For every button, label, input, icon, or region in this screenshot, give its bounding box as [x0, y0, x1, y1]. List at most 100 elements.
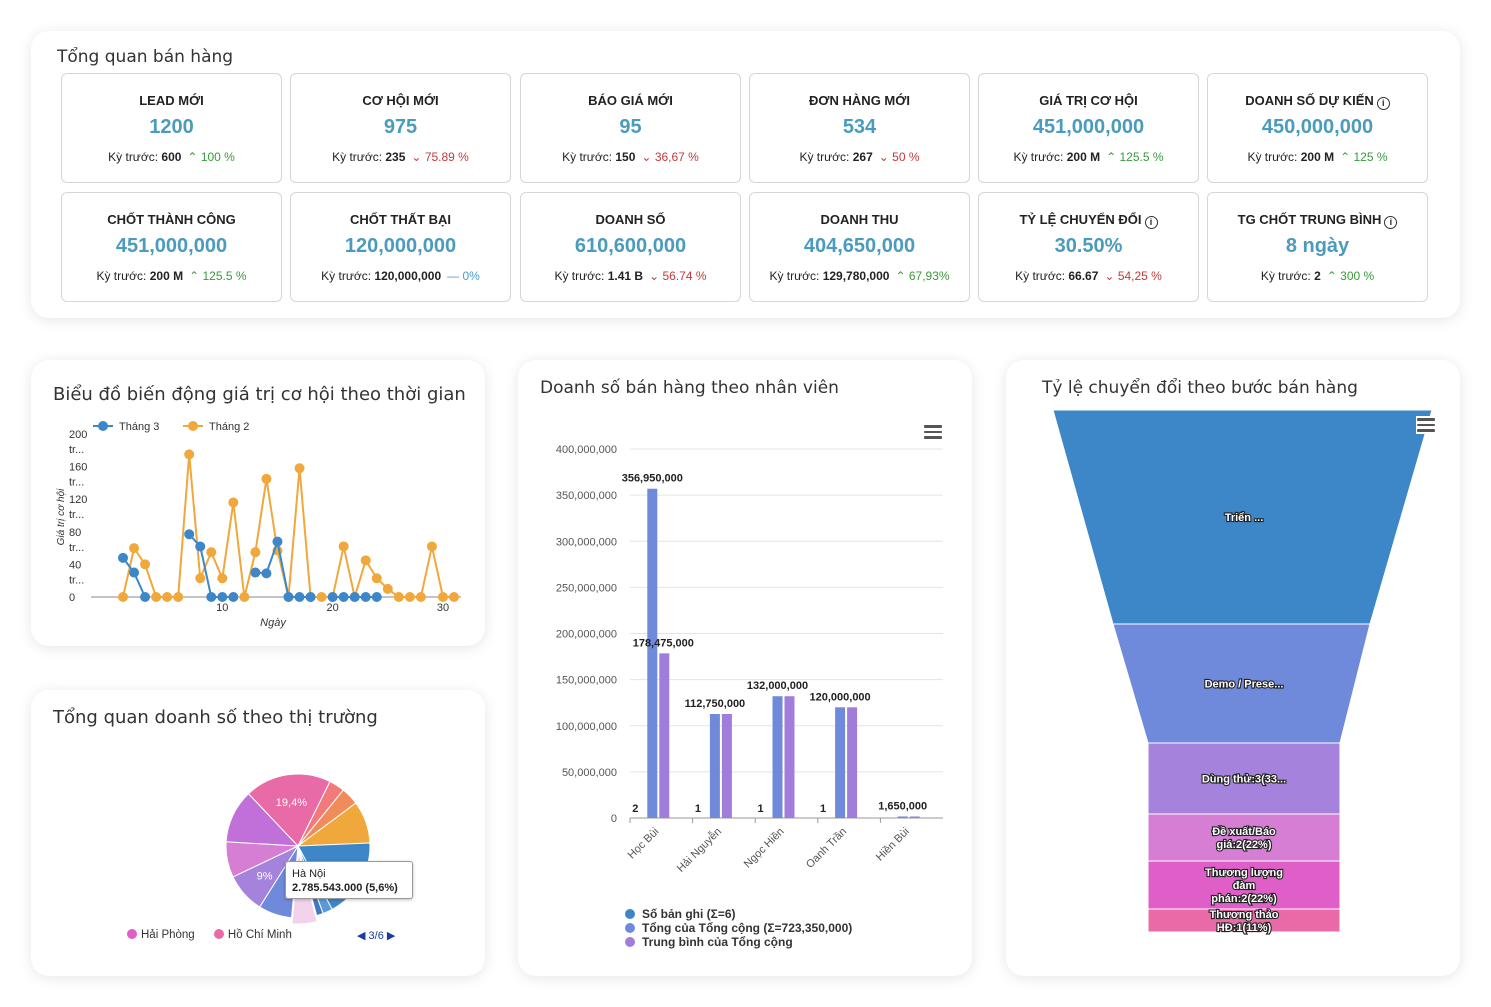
data-point[interactable] — [437, 592, 448, 602]
legend-item-hai-phong[interactable]: Hải Phòng — [127, 929, 195, 941]
info-icon[interactable]: i — [1384, 216, 1398, 229]
bar-total[interactable] — [835, 707, 846, 818]
data-point[interactable] — [195, 541, 206, 552]
kpi-label: BÁO GIÁ MỚI — [588, 93, 673, 108]
data-point[interactable] — [327, 592, 338, 602]
bar-average[interactable] — [784, 696, 795, 818]
bar-total[interactable] — [709, 713, 720, 818]
data-point[interactable] — [360, 555, 371, 566]
chevron-up-icon: ⌃ — [895, 269, 906, 283]
bar-average[interactable] — [721, 713, 732, 818]
bar-total[interactable] — [897, 816, 908, 818]
kpi-change: ⌄ 75.89 % — [411, 150, 469, 164]
dash-icon: — — [447, 269, 460, 283]
data-point[interactable] — [162, 592, 173, 602]
data-point[interactable] — [184, 529, 195, 540]
kpi-card[interactable]: DOANH THU 404,650,000 Kỳ trước: 129,780,00… — [749, 192, 970, 302]
kpi-card[interactable]: DOANH SỐ 610,600,000 Kỳ trước: 1.41 B ⌄ 56.… — [520, 192, 741, 302]
y-tick-label: 80 — [69, 527, 81, 539]
data-point[interactable] — [118, 552, 128, 563]
data-point[interactable] — [129, 543, 140, 554]
data-point[interactable] — [415, 592, 426, 602]
kpi-card[interactable]: TỶ LỆ CHUYỂN ĐỔI i 30.50% Kỳ trước: 66.67 ⌄ … — [978, 192, 1199, 302]
legend-marker — [213, 929, 224, 939]
data-point[interactable] — [228, 592, 239, 602]
pager-next-icon[interactable]: ▶ — [386, 930, 396, 942]
info-icon[interactable]: i — [1376, 97, 1390, 110]
data-point[interactable] — [449, 592, 459, 602]
data-point[interactable] — [239, 592, 250, 602]
data-point[interactable] — [140, 592, 151, 602]
data-point[interactable] — [129, 567, 140, 578]
data-point[interactable] — [349, 592, 360, 602]
data-point[interactable] — [118, 592, 128, 602]
bar-total[interactable] — [772, 696, 783, 818]
data-point[interactable] — [338, 541, 349, 552]
x-tick-label: 20 — [327, 602, 339, 614]
kpi-card[interactable]: TG CHỐT TRUNG BÌNH i 8 ngày Kỳ trước: 2 ⌃ 30… — [1207, 192, 1428, 302]
data-point[interactable] — [250, 567, 261, 578]
data-point[interactable] — [206, 592, 217, 602]
data-point[interactable] — [371, 573, 382, 584]
data-point[interactable] — [382, 583, 393, 594]
bar-average[interactable] — [659, 653, 670, 818]
kpi-change: ⌃ 125.5 % — [1106, 150, 1164, 164]
legend-label[interactable]: Tổng của Tổng cộng (Σ=723,350,000) — [642, 921, 852, 935]
data-point[interactable] — [360, 592, 371, 602]
kpi-value: 1200 — [149, 116, 194, 138]
data-point[interactable] — [206, 547, 217, 558]
data-point[interactable] — [184, 449, 195, 460]
legend-label[interactable]: Trung bình của Tổng cộng — [642, 935, 793, 949]
data-point[interactable] — [294, 463, 305, 474]
data-point[interactable] — [393, 592, 404, 602]
kpi-value: 120,000,000 — [344, 235, 457, 257]
kpi-card[interactable]: BÁO GIÁ MỚI 95 Kỳ trước: 150 ⌄ 36,67 % — [520, 73, 741, 183]
chart-menu-icon[interactable] — [1416, 416, 1436, 434]
data-point[interactable] — [294, 592, 305, 602]
data-point[interactable] — [173, 592, 184, 602]
data-point[interactable] — [371, 592, 382, 602]
data-point[interactable] — [316, 592, 327, 602]
pie-slice[interactable] — [247, 773, 331, 847]
data-point[interactable] — [283, 592, 294, 602]
data-point[interactable] — [151, 592, 162, 602]
legend-label[interactable]: Số bản ghi (Σ=6) — [642, 907, 736, 921]
kpi-value: 30.50% — [1054, 235, 1123, 257]
data-point[interactable] — [261, 568, 272, 579]
kpi-value: 610,600,000 — [574, 235, 687, 257]
kpi-card[interactable]: GIÁ TRỊ CƠ HỘI 451,000,000 Kỳ trước: 200 M… — [978, 73, 1199, 183]
data-label: 1 — [757, 803, 763, 815]
chevron-down-icon: ⌄ — [878, 150, 889, 164]
data-point[interactable] — [217, 592, 228, 602]
data-point[interactable] — [140, 559, 151, 570]
x-tick-label: Hải Nguyễn — [674, 825, 724, 875]
data-point[interactable] — [228, 497, 239, 508]
chevron-down-icon: ⌄ — [649, 269, 660, 283]
data-point[interactable] — [272, 536, 283, 547]
kpi-card[interactable]: DOANH SỐ DỰ KIẾN i 450,000,000 Kỳ trước: 20… — [1207, 73, 1428, 183]
data-point[interactable] — [426, 541, 437, 552]
kpi-card[interactable]: CHỐT THÀNH CÔNG 451,000,000 Kỳ trước: 200 … — [61, 192, 282, 302]
info-icon[interactable]: i — [1144, 216, 1158, 229]
data-point[interactable] — [305, 592, 316, 602]
data-point[interactable] — [217, 573, 228, 584]
data-label: 1 — [695, 803, 701, 815]
pager-prev-icon[interactable]: ◀ — [357, 930, 366, 942]
kpi-card[interactable]: LEAD MỚI 1200 Kỳ trước: 600 ⌃ 100 % — [61, 73, 282, 183]
chart-menu-icon[interactable] — [924, 425, 942, 439]
kpi-card[interactable]: CHỐT THẤT BẠI 120,000,000 Kỳ trước: 120,00… — [290, 192, 511, 302]
kpi-card[interactable]: CƠ HỘI MỚI 975 Kỳ trước: 235 ⌄ 75.89 % — [290, 73, 511, 183]
y-tick-label: tr... — [69, 574, 84, 586]
bar-total[interactable] — [647, 488, 658, 818]
data-point[interactable] — [404, 592, 415, 602]
data-point[interactable] — [338, 592, 349, 602]
data-point[interactable] — [195, 573, 206, 584]
kpi-card[interactable]: ĐƠN HÀNG MỚI 534 Kỳ trước: 267 ⌄ 50 % — [749, 73, 970, 183]
kpi-change: ⌃ 125 % — [1340, 150, 1388, 164]
bar-average[interactable] — [847, 707, 858, 818]
data-point[interactable] — [261, 473, 272, 484]
funnel-stage[interactable] — [1147, 908, 1341, 933]
legend-item-ho-chi-minh[interactable]: Hồ Chí Minh — [213, 929, 292, 941]
data-point[interactable] — [250, 547, 261, 558]
bar-average[interactable] — [909, 816, 920, 818]
